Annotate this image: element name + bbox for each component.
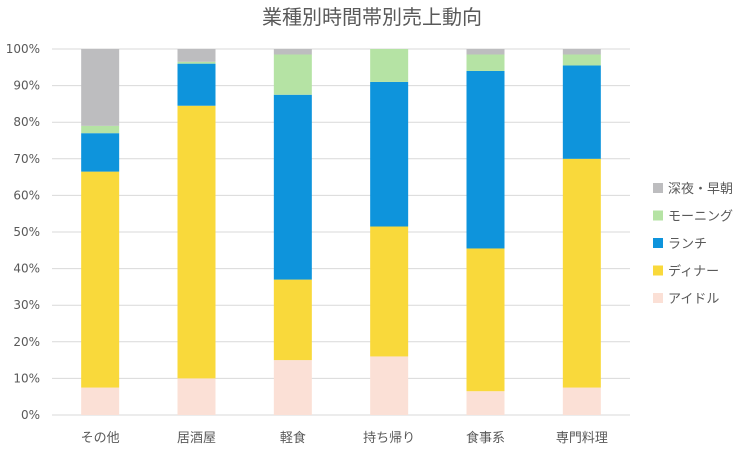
bar-segment (562, 54, 601, 66)
x-category-label: その他 (81, 431, 120, 446)
legend-swatch (653, 238, 663, 248)
bar-segment (370, 81, 409, 227)
bar-segment (466, 391, 505, 415)
bar-segment (370, 356, 409, 415)
bar-segment (81, 49, 120, 126)
y-tick-label: 30% (13, 298, 40, 312)
bar-segment (562, 49, 601, 55)
y-tick-label: 80% (13, 115, 40, 129)
bar-segment (81, 387, 120, 415)
bar-segment (562, 65, 601, 159)
legend-swatch (653, 210, 663, 221)
bar-segment (177, 105, 216, 379)
legend-label: アイドル (668, 292, 719, 307)
x-category-label: 居酒屋 (177, 431, 216, 446)
y-tick-label: 70% (13, 152, 40, 166)
bar-segment (562, 387, 601, 415)
y-axis-tick-labels: 0% 10% 20% 30% 40% 50% 60% 70% 80% 90% 100% (6, 42, 40, 422)
bar-segment (273, 360, 312, 415)
bar-segment (466, 49, 505, 55)
legend-label: モーニング (668, 210, 733, 225)
bar-segment (273, 94, 312, 280)
bar-segment (177, 61, 216, 64)
bar-segment (177, 49, 216, 62)
bar-segment (370, 49, 409, 82)
y-tick-label: 0% (21, 408, 40, 422)
y-tick-label: 60% (13, 188, 40, 202)
bar-segment (466, 70, 505, 249)
y-tick-label: 40% (13, 262, 40, 276)
x-axis-category-labels: その他 居酒屋 軽食 持ち帰り 食事系 専門料理 (81, 430, 608, 446)
legend-swatch (653, 293, 663, 303)
legend-swatch (653, 265, 663, 276)
y-tick-label: 50% (13, 225, 40, 239)
x-category-label: 専門料理 (556, 431, 608, 446)
legend-label: 深夜・早朝 (668, 182, 733, 197)
x-category-label: 持ち帰り (363, 430, 415, 446)
bar-segment (177, 378, 216, 415)
bar-segment (466, 248, 505, 392)
bar-segment (273, 49, 312, 55)
bar-segment (81, 171, 120, 388)
y-tick-label: 20% (13, 335, 40, 349)
bar-segment (273, 279, 312, 361)
bar-segment (273, 54, 312, 95)
chart-title: 業種別時間帯別売上動向 (262, 5, 482, 29)
bars (81, 49, 601, 415)
legend-label: ディナー (668, 264, 719, 280)
y-tick-label: 10% (13, 371, 40, 385)
bar-segment (81, 133, 120, 172)
y-tick-label: 90% (13, 79, 40, 93)
x-category-label: 食事系 (466, 430, 505, 446)
bar-segment (370, 226, 409, 357)
bar-segment (466, 54, 505, 71)
bar-segment (81, 125, 120, 134)
y-tick-label: 100% (6, 42, 40, 56)
gridlines (52, 48, 630, 416)
bar-segment (177, 63, 216, 106)
x-category-label: 軽食 (280, 430, 306, 446)
bar-segment (562, 158, 601, 388)
legend-swatch (653, 183, 663, 193)
legend-label: ランチ (668, 237, 707, 252)
